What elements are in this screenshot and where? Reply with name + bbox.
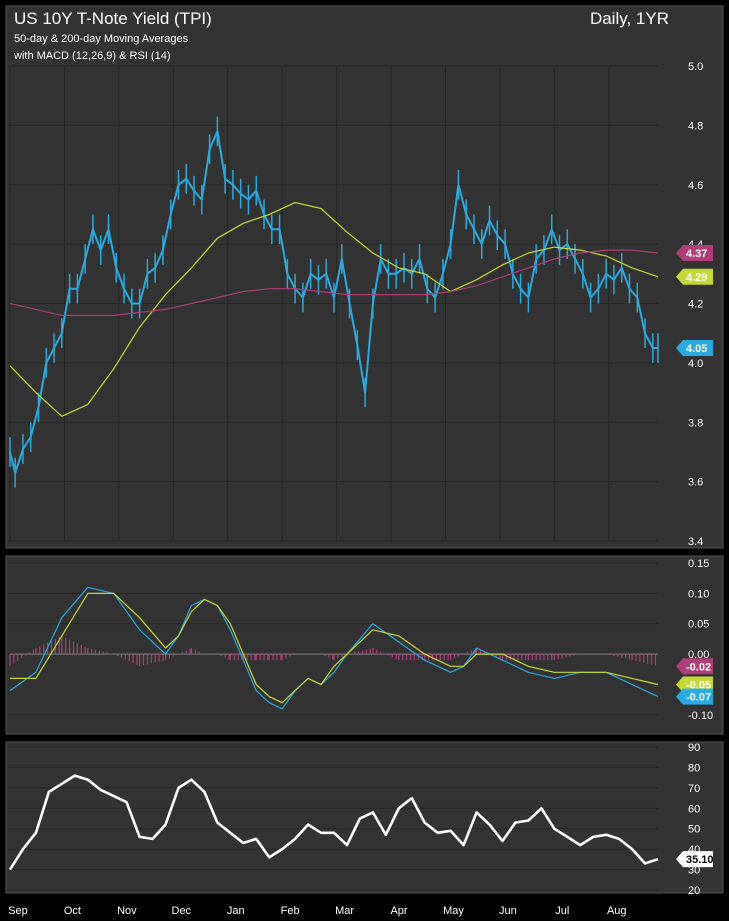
last-value-label: 4.05 xyxy=(676,340,713,357)
y-tick-label: 80 xyxy=(688,762,700,774)
last-value-tag xyxy=(676,245,713,262)
x-tick-label: Aug xyxy=(607,905,627,917)
last-value-text: 35.10 xyxy=(686,854,714,866)
y-tick-label: 3.8 xyxy=(688,417,703,429)
x-tick-label: Jul xyxy=(555,905,569,917)
y-tick-label: 0.00 xyxy=(688,649,709,661)
last-value-label: 35.10 xyxy=(676,851,714,868)
chart-subtitle-ma: 50-day & 200-day Moving Averages xyxy=(14,33,189,45)
y-tick-label: 70 xyxy=(688,783,700,795)
y-tick-label: 20 xyxy=(688,885,700,897)
last-value-text: -0.02 xyxy=(686,661,711,673)
x-tick-label: Apr xyxy=(390,905,407,917)
chart-title: US 10Y T-Note Yield (TPI) xyxy=(14,9,212,28)
panel-background xyxy=(5,555,724,735)
last-value-text: 4.37 xyxy=(686,248,707,260)
x-tick-label: Jan xyxy=(227,905,245,917)
y-tick-label: 90 xyxy=(688,742,700,754)
last-value-tag xyxy=(676,658,713,675)
last-value-tag xyxy=(676,268,713,285)
last-value-tag xyxy=(676,676,713,693)
y-tick-label: 60 xyxy=(688,803,700,815)
y-tick-label: 50 xyxy=(688,824,700,836)
last-value-label: -0.02 xyxy=(676,658,713,675)
x-tick-label: Jun xyxy=(499,905,517,917)
last-value-label: -0.05 xyxy=(676,676,713,693)
y-tick-label: 5.0 xyxy=(688,61,703,73)
series-line-rsi xyxy=(8,774,659,871)
last-value-tag xyxy=(676,340,713,357)
x-tick-label: May xyxy=(443,905,464,917)
last-value-label: 4.29 xyxy=(676,268,713,285)
x-tick-label: Mar xyxy=(335,905,354,917)
y-tick-label: 30 xyxy=(688,865,700,877)
price-panel: 3.43.63.84.04.24.44.64.85.04.374.294.05 xyxy=(5,5,724,549)
last-value-text: 4.29 xyxy=(686,272,707,284)
last-value-label: 4.37 xyxy=(676,245,713,262)
last-value-text: -0.07 xyxy=(686,692,711,704)
y-tick-label: 4.6 xyxy=(688,180,703,192)
last-value-tag xyxy=(676,851,713,868)
last-value-label: -0.07 xyxy=(676,688,713,705)
y-tick-label: 0.05 xyxy=(688,619,709,631)
timeframe-label: Daily, 1YR xyxy=(589,9,669,28)
chart-subtitle-indicators: with MACD (12,26,9) & RSI (14) xyxy=(14,50,171,62)
y-tick-label: -0.10 xyxy=(688,710,713,722)
x-tick-label: Oct xyxy=(64,905,81,917)
y-tick-label: 3.6 xyxy=(688,477,703,489)
last-value-text: -0.05 xyxy=(686,679,711,691)
last-value-text: 4.05 xyxy=(686,343,707,355)
x-tick-label: Nov xyxy=(117,905,137,917)
x-axis: Sep Oct Nov Dec Jan Feb Mar Apr May Jun Jul Aug xyxy=(8,905,626,917)
y-tick-label: 4.8 xyxy=(688,120,703,132)
x-tick-label: Sep xyxy=(8,905,28,917)
series-line-signal xyxy=(10,592,659,704)
x-tick-label: Dec xyxy=(172,905,192,917)
macd-panel: 0.15 0.10 0.05 0.00 -0.10 -0.02 -0.05-0.07 xyxy=(5,555,724,735)
series-line-ma50 xyxy=(9,202,659,417)
x-tick-label: Feb xyxy=(281,905,300,917)
y-tick-label: 0.15 xyxy=(688,558,709,570)
y-tick-label: 4.2 xyxy=(688,299,703,311)
y-tick-label: 3.4 xyxy=(688,536,703,548)
last-value-tag xyxy=(676,688,713,705)
series-line-ma200 xyxy=(9,249,659,316)
y-tick-label: 0.10 xyxy=(688,588,709,600)
y-tick-label: 4.0 xyxy=(688,358,703,370)
